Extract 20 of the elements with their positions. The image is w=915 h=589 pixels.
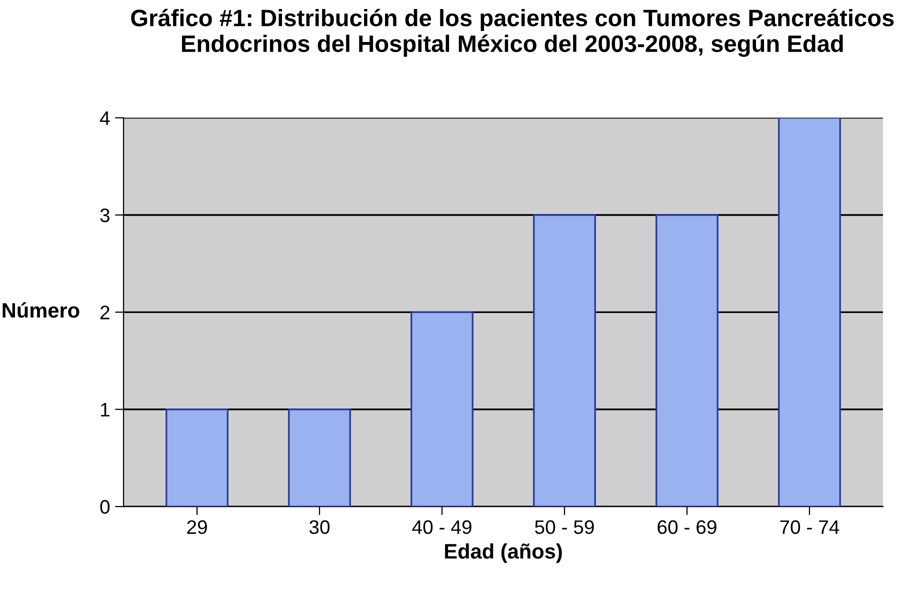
bar [288, 408, 351, 507]
bar [656, 214, 718, 507]
y-tick-label: 0 [100, 500, 110, 514]
y-tick-label: 4 [100, 111, 110, 125]
chart-title: Gráfico #1: Distribución de los pacientes con Tumores Pancreáticos Endocrinos del Hospital México del 2003-2008, según Edad [131, 8, 894, 57]
x-tick-label: 60 - 69 [658, 520, 716, 534]
x-tick-label: 40 - 49 [412, 520, 472, 534]
bar [778, 118, 841, 507]
bar [533, 214, 596, 507]
bar [410, 311, 474, 507]
y-tick-label: 3 [100, 208, 110, 222]
x-tick-label: 30 [309, 520, 330, 534]
y-axis-title: Número [2, 302, 80, 318]
x-tick-label: 29 [187, 520, 207, 534]
x-tick-label: 50 - 59 [535, 520, 594, 534]
y-tick-label: 2 [100, 306, 110, 320]
x-tick-label: 70 - 74 [780, 520, 840, 534]
y-tick-label: 1 [101, 403, 110, 416]
bar [166, 408, 228, 507]
x-axis-title: Edad (años) [445, 543, 562, 563]
